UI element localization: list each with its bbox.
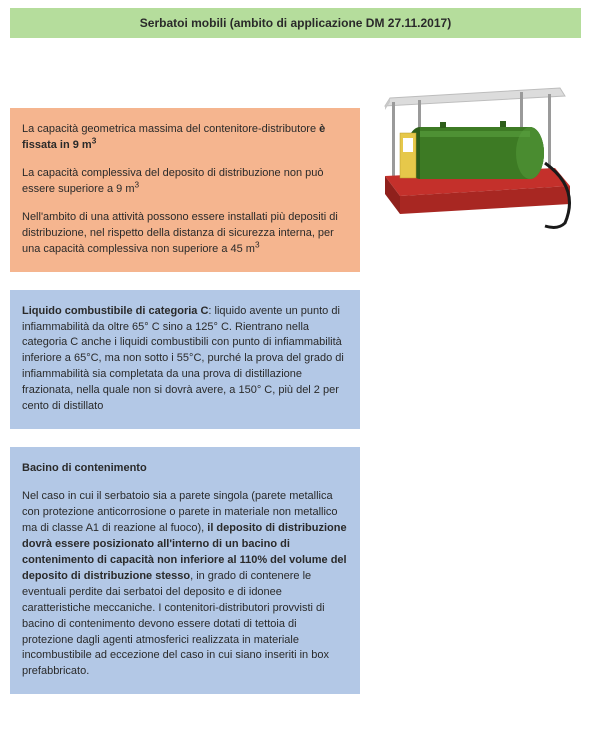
fuel-tank-image	[370, 58, 580, 233]
containment-c: , in grado di contenere le eventuali per…	[22, 570, 329, 678]
category-c-label: Liquido combustibile di categoria C	[22, 305, 208, 317]
capacity-block: La capacità geometrica massima del conte…	[10, 108, 360, 272]
capacity-p1: La capacità geometrica massima del conte…	[22, 122, 348, 154]
page-title: Serbatoi mobili (ambito di applicazione …	[10, 8, 581, 38]
top-row: La capacità geometrica massima del conte…	[10, 58, 581, 272]
capacity-p1-a: La capacità geometrica massima del conte…	[22, 123, 319, 135]
containment-text: Nel caso in cui il serbatoio sia a paret…	[22, 489, 348, 680]
containment-heading: Bacino di contenimento	[22, 461, 348, 477]
containment-block: Bacino di contenimento Nel caso in cui i…	[10, 447, 360, 694]
capacity-p3: Nell'ambito di una attività possono esse…	[22, 210, 348, 258]
fuel-tank-icon	[370, 58, 580, 233]
category-c-text: Liquido combustibile di categoria C: liq…	[22, 304, 348, 416]
category-c-body: : liquido avente un punto di infiammabil…	[22, 305, 344, 413]
category-c-block: Liquido combustibile di categoria C: liq…	[10, 290, 360, 430]
capacity-p2: La capacità complessiva del deposito di …	[22, 166, 348, 198]
